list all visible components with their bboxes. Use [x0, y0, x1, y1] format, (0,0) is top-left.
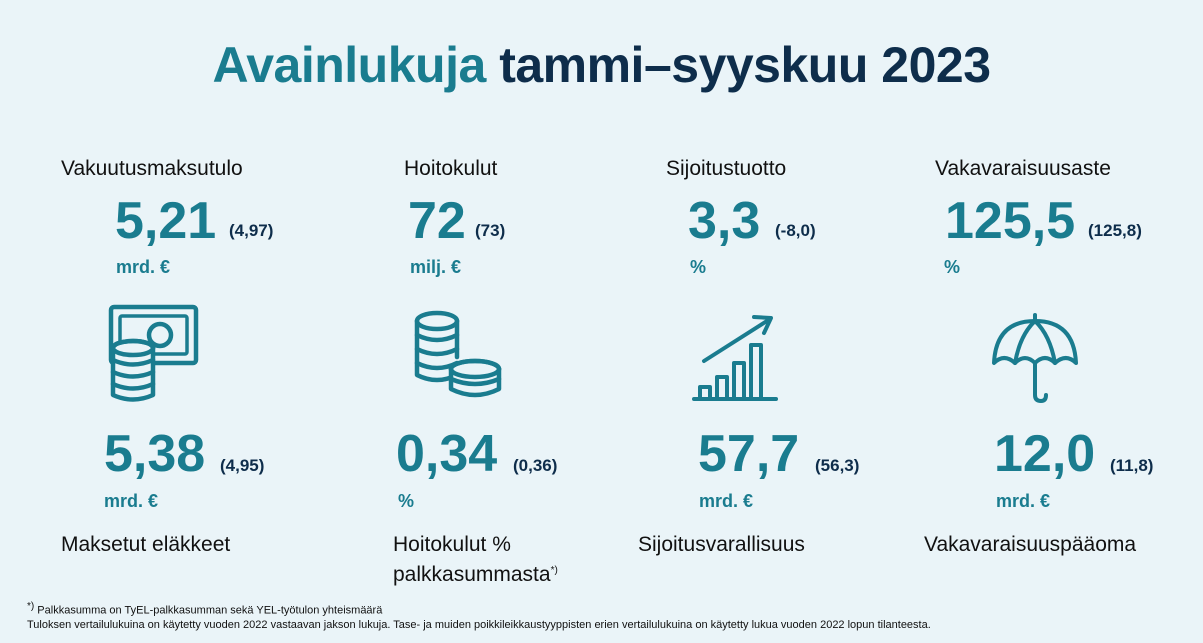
footnote-sup: *): [27, 601, 35, 612]
comparison-sijoitustuotto: (-8,0): [775, 221, 816, 240]
label-line1: Hoitokulut %: [393, 533, 511, 556]
umbrella-icon: [992, 313, 1078, 403]
unit-hoitokulut-prosentti: %: [398, 491, 415, 511]
value-vakuutusmaksutulo: 5,21: [115, 192, 217, 250]
value-sijoitustuotto: 3,3: [688, 192, 761, 250]
unit-vakavaraisuuspaaoma: mrd. €: [996, 491, 1051, 511]
footnote-line2: Tuloksen vertailulukuina on käytetty vuo…: [27, 619, 931, 631]
banknote-coins-icon: [108, 304, 199, 402]
comparison-vakuutusmaksutulo: (4,97): [229, 221, 274, 240]
label-sijoitustuotto: Sijoitustuotto: [666, 157, 787, 180]
comparison-hoitokulut: (73): [475, 221, 506, 240]
page-title: Avainlukuja tammi–syyskuu 2023: [0, 36, 1203, 94]
label-maksetut-elakkeet: Maksetut eläkkeet: [61, 533, 231, 556]
label-vakavaraisuuspaaoma: Vakavaraisuuspääoma: [924, 533, 1137, 556]
value-maksetut-elakkeet: 5,38: [104, 425, 206, 483]
footnote-marker: *): [550, 565, 558, 576]
value-vakavaraisuusaste: 125,5: [945, 192, 1076, 250]
unit-hoitokulut: milj. €: [410, 257, 462, 277]
value-vakavaraisuuspaaoma: 12,0: [994, 425, 1096, 483]
label-line2-text: palkkasummasta: [393, 563, 551, 586]
label-sijoitusvarallisuus: Sijoitusvarallisuus: [638, 533, 805, 556]
value-sijoitusvarallisuus: 57,7: [698, 425, 800, 483]
footnote-text1: Palkkasumma on TyEL-palkkasumman sekä YE…: [37, 604, 383, 617]
coin-stacks-icon: [414, 310, 502, 398]
unit-sijoitustuotto: %: [690, 257, 707, 277]
title-period: tammi–syyskuu 2023: [499, 37, 991, 93]
unit-vakuutusmaksutulo: mrd. €: [116, 257, 171, 277]
comparison-maksetut-elakkeet: (4,95): [220, 456, 265, 475]
value-hoitokulut-prosentti: 0,34: [396, 425, 498, 483]
comparison-vakavaraisuusaste: (125,8): [1088, 221, 1142, 240]
comparison-hoitokulut-prosentti: (0,36): [513, 456, 558, 475]
growth-chart-icon: [692, 315, 778, 401]
label-vakuutusmaksutulo: Vakuutusmaksutulo: [61, 157, 243, 180]
label-line2: palkkasummasta*): [393, 558, 558, 588]
footnote-line1: *) Palkkasumma on TyEL-palkkasumman sekä…: [27, 601, 382, 617]
label-vakavaraisuusaste: Vakavaraisuusaste: [935, 157, 1111, 180]
label-hoitokulut: Hoitokulut: [404, 157, 498, 180]
unit-vakavaraisuusaste: %: [944, 257, 961, 277]
comparison-sijoitusvarallisuus: (56,3): [815, 456, 860, 475]
title-highlight: Avainlukuja: [212, 37, 486, 93]
unit-sijoitusvarallisuus: mrd. €: [699, 491, 754, 511]
comparison-vakavaraisuuspaaoma: (11,8): [1110, 456, 1154, 475]
value-hoitokulut: 72: [408, 192, 466, 250]
unit-maksetut-elakkeet: mrd. €: [104, 491, 159, 511]
label-hoitokulut-prosentti: Hoitokulut % palkkasummasta*): [393, 532, 558, 588]
